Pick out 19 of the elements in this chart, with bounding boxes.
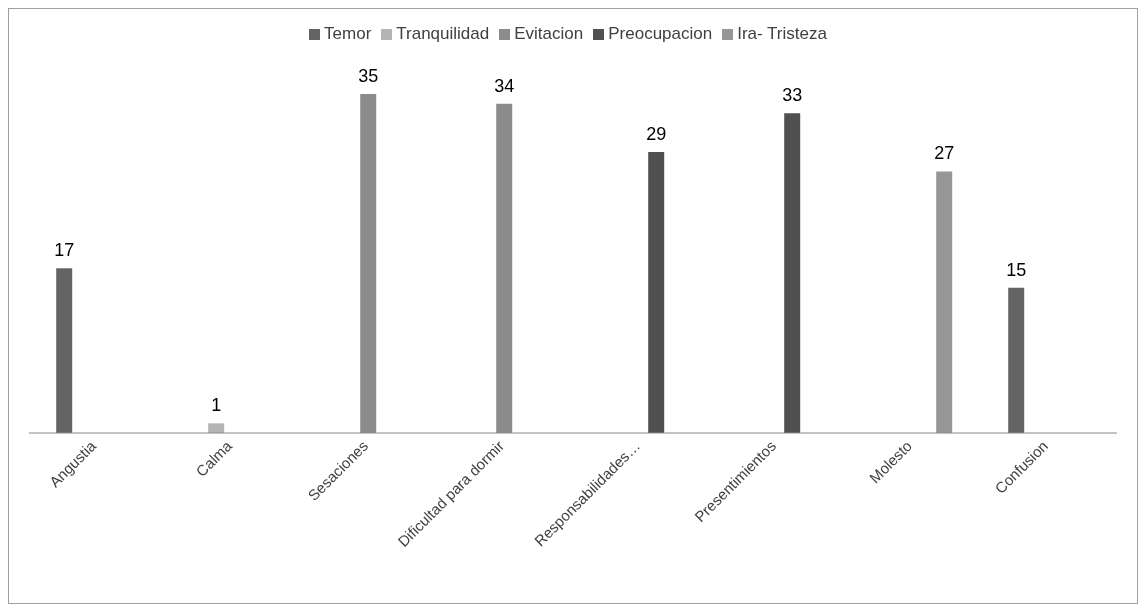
bar (936, 171, 953, 433)
bar (648, 152, 665, 433)
data-label: 1 (211, 395, 222, 416)
data-label: 17 (54, 240, 75, 261)
bar (784, 113, 801, 433)
legend-label: Ira- Tristeza (737, 24, 827, 43)
bar (56, 268, 73, 433)
legend-label: Preocupacion (608, 24, 713, 43)
legend-label: Evitacion (514, 24, 584, 43)
legend-label: Temor (324, 24, 372, 43)
bar (1008, 287, 1025, 433)
data-label: 27 (934, 143, 955, 164)
data-label: 35 (358, 66, 379, 86)
legend-label: Tranquilidad (396, 24, 490, 43)
data-label: 34 (494, 75, 515, 96)
data-label: 29 (646, 124, 667, 145)
bar (208, 423, 225, 433)
data-label: 15 (1006, 259, 1027, 280)
data-label: 33 (782, 85, 803, 106)
